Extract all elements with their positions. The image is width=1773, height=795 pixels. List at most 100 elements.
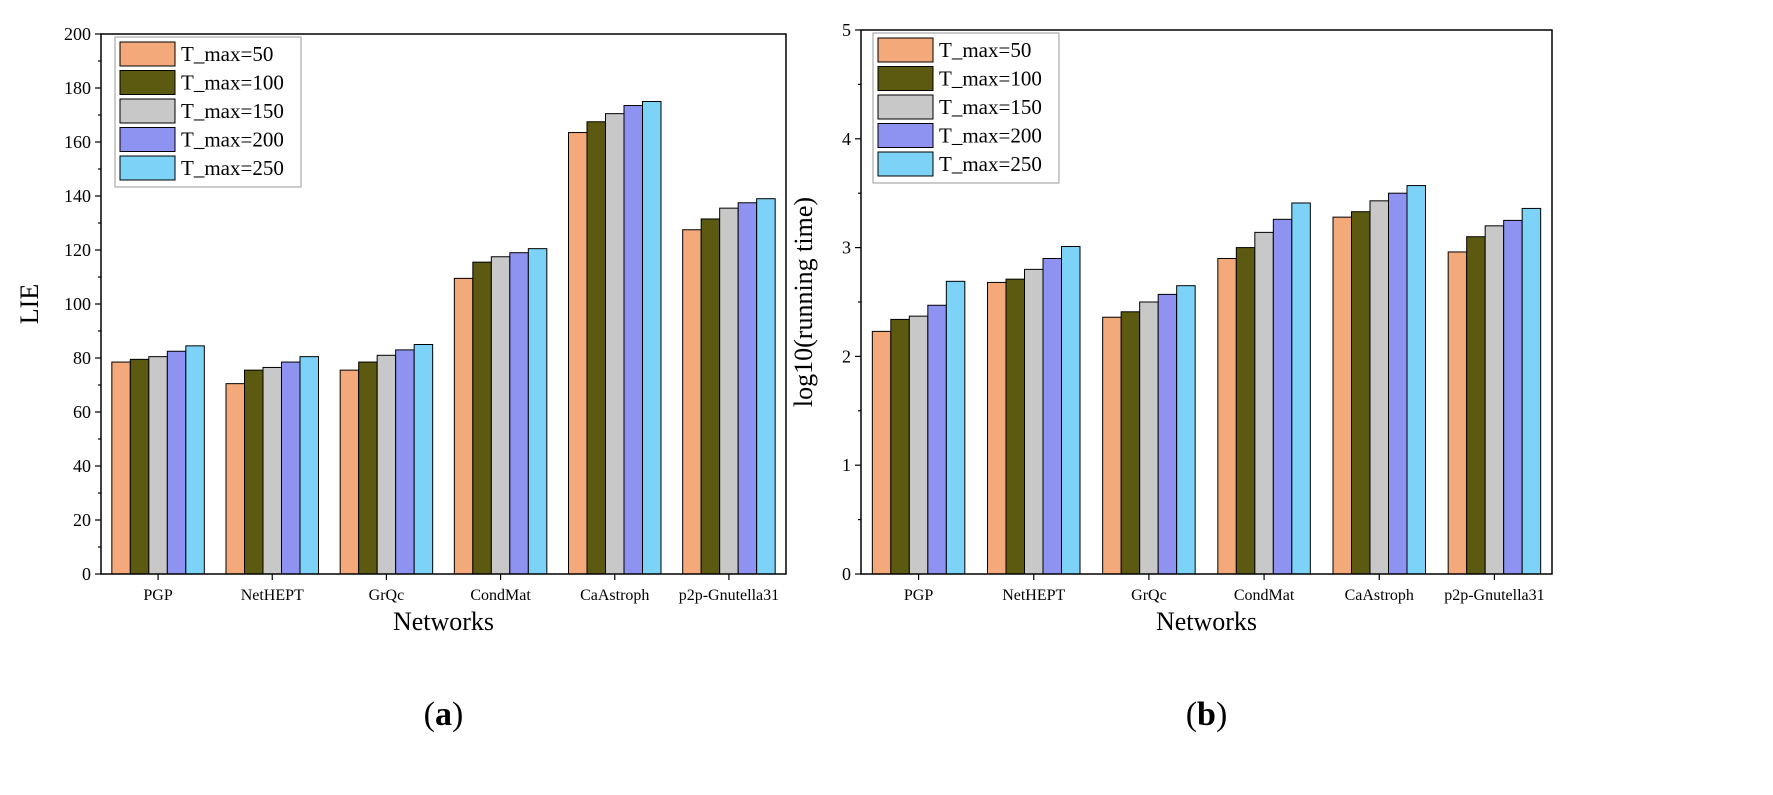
bar-caastroph-series-2 xyxy=(586,121,606,575)
x-tick-label: p2p-Gnutella31 xyxy=(679,587,779,604)
y-axis-title: log10(running time) xyxy=(789,197,818,407)
legend-label: T_max=50 xyxy=(181,42,273,66)
bar-nethept-series-5 xyxy=(1061,246,1081,575)
bar-p2p-gnutella31-series-4 xyxy=(737,202,758,575)
bar-pgp-series-2 xyxy=(890,318,910,575)
legend: T_max=50 T_max=100 T_max=150 T_max=200 T_max… xyxy=(872,32,1060,184)
x-tick-label: PGP xyxy=(904,587,933,604)
bar-grqc-series-5 xyxy=(413,344,434,575)
legend-label: T_max=250 xyxy=(939,152,1042,176)
legend-swatch xyxy=(877,151,934,177)
chart-panel-a: 0 20 40 60 80 100 120 140 160 180 200 PGP NetHEPT GrQ… xyxy=(15,24,787,733)
x-tick-label: PGP xyxy=(143,587,172,604)
y-tick-label: 1 xyxy=(842,455,851,475)
bar-grqc-series-3 xyxy=(376,354,397,575)
legend-label: T_max=100 xyxy=(181,71,284,95)
bar-pgp-series-5 xyxy=(945,280,966,575)
bar-pgp-series-3 xyxy=(908,315,929,575)
legend-swatch xyxy=(119,155,176,181)
bar-p2p-gnutella31-series-3 xyxy=(1484,225,1505,575)
y-tick-label: 2 xyxy=(842,346,851,366)
bar-grqc-series-1 xyxy=(339,369,360,575)
y-tick-label: 120 xyxy=(64,240,91,260)
legend-swatch xyxy=(877,123,934,148)
legend-label: T_max=100 xyxy=(939,67,1042,91)
bar-caastroph-series-4 xyxy=(623,105,643,575)
bar-p2p-gnutella31-series-3 xyxy=(719,207,739,575)
bar-condmat-series-4 xyxy=(1272,218,1293,575)
bar-pgp-series-4 xyxy=(166,350,187,575)
bar-caastroph-series-3 xyxy=(1369,200,1389,575)
x-tick-label: CaAstroph xyxy=(1345,587,1414,604)
x-tick-label: NetHEPT xyxy=(1002,587,1065,604)
bar-p2p-gnutella31-series-5 xyxy=(756,198,776,575)
y-tick-label: 5 xyxy=(842,20,851,40)
legend-label: T_max=200 xyxy=(181,128,284,152)
y-tick-label: 60 xyxy=(73,402,91,422)
legend-label: T_max=150 xyxy=(939,95,1042,119)
bar-grqc-series-1 xyxy=(1102,316,1122,575)
bar-grqc-series-4 xyxy=(1157,293,1178,575)
bar-nethept-series-2 xyxy=(244,369,264,575)
y-tick-label: 3 xyxy=(842,238,851,258)
x-tick-label: GrQc xyxy=(369,587,405,604)
bar-p2p-gnutella31-series-5 xyxy=(1521,207,1542,575)
bar-pgp-series-3 xyxy=(148,356,168,575)
legend-swatch xyxy=(119,70,176,95)
bar-condmat-series-4 xyxy=(509,252,529,575)
bar-caastroph-series-2 xyxy=(1351,211,1371,575)
legend-swatch xyxy=(877,94,934,120)
legend-swatch xyxy=(877,66,934,91)
legend-swatch xyxy=(119,127,176,152)
bar-condmat-series-5 xyxy=(1291,202,1311,575)
bar-caastroph-series-3 xyxy=(605,113,625,575)
x-tick-label: p2p-Gnutella31 xyxy=(1444,587,1544,604)
bar-grqc-series-4 xyxy=(395,349,415,575)
y-tick-label: 20 xyxy=(73,510,91,530)
bar-pgp-series-5 xyxy=(185,345,205,575)
x-tick-label: CaAstroph xyxy=(580,587,649,604)
legend-swatch xyxy=(119,41,176,67)
y-axis-title: LIE xyxy=(15,284,44,324)
bar-condmat-series-2 xyxy=(472,261,492,575)
bar-caastroph-series-5 xyxy=(1406,185,1426,575)
bar-nethept-series-1 xyxy=(987,281,1007,575)
bar-pgp-series-2 xyxy=(129,358,150,575)
bar-p2p-gnutella31-series-2 xyxy=(1466,236,1486,575)
bar-nethept-series-5 xyxy=(299,356,319,575)
bar-nethept-series-3 xyxy=(262,366,282,575)
bar-grqc-series-5 xyxy=(1176,285,1196,575)
y-tick-label: 140 xyxy=(64,186,91,206)
y-tick-label: 80 xyxy=(73,348,91,368)
bar-nethept-series-2 xyxy=(1005,278,1025,575)
y-tick-label: 40 xyxy=(73,456,91,476)
legend-swatch xyxy=(119,98,176,124)
x-tick-label: CondMat xyxy=(470,587,531,604)
y-tick-label: 160 xyxy=(64,132,91,152)
y-tick-label: 200 xyxy=(64,24,91,44)
bar-condmat-series-1 xyxy=(453,277,474,575)
bar-nethept-series-4 xyxy=(1042,257,1062,575)
legend: T_max=50 T_max=100 T_max=150 T_max=200 T_max… xyxy=(114,36,302,188)
y-tick-label: 0 xyxy=(82,564,91,584)
bar-condmat-series-3 xyxy=(490,256,511,575)
x-axis-title: Networks xyxy=(393,607,494,636)
bar-grqc-series-2 xyxy=(358,361,378,575)
bar-condmat-series-3 xyxy=(1254,231,1274,575)
x-tick-label: NetHEPT xyxy=(241,587,304,604)
bar-caastroph-series-5 xyxy=(642,101,662,575)
bar-nethept-series-1 xyxy=(225,383,245,575)
x-tick-label: GrQc xyxy=(1131,587,1167,604)
y-tick-label: 0 xyxy=(842,564,851,584)
x-tick-label: CondMat xyxy=(1234,587,1295,604)
bar-p2p-gnutella31-series-1 xyxy=(682,229,702,575)
bar-condmat-series-5 xyxy=(527,248,548,575)
bar-nethept-series-4 xyxy=(281,361,301,575)
bar-pgp-series-4 xyxy=(927,304,947,575)
legend-label: T_max=150 xyxy=(181,99,284,123)
legend-label: T_max=250 xyxy=(181,156,284,180)
legend-label: T_max=200 xyxy=(939,124,1042,148)
bar-p2p-gnutella31-series-2 xyxy=(700,218,721,575)
bar-condmat-series-1 xyxy=(1217,257,1237,575)
